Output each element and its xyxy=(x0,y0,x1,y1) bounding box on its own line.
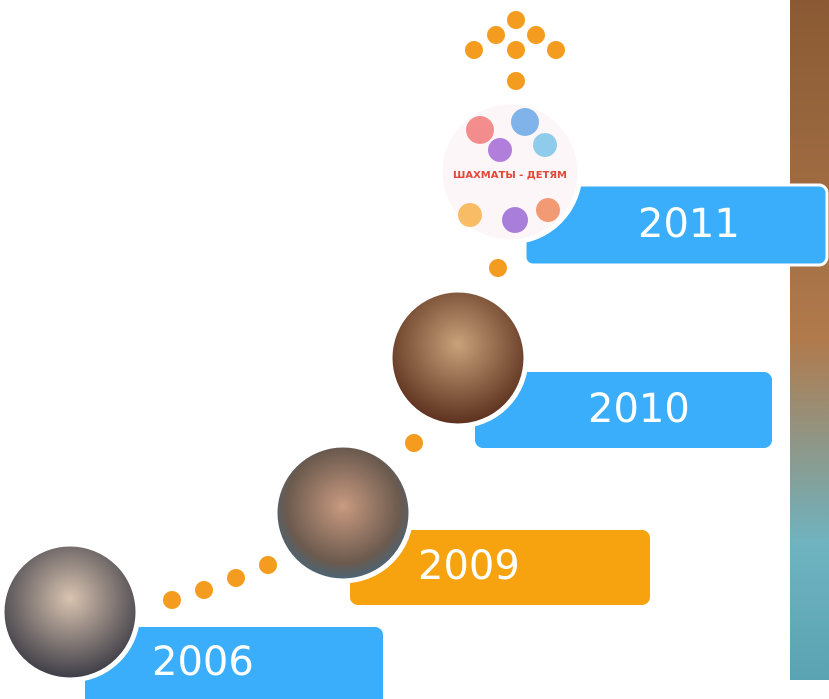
timeline-slide: ШАХМАТЫ - ДЕТЯМ 2011 2010 2009 2006 xyxy=(0,0,829,699)
background-photo xyxy=(790,0,829,680)
logo-title: ШАХМАТЫ - ДЕТЯМ xyxy=(453,170,567,181)
year-label: 2006 xyxy=(152,639,254,685)
person-photo xyxy=(275,445,411,581)
person-photo xyxy=(390,290,526,426)
year-label: 2009 xyxy=(418,543,520,589)
year-label: 2011 xyxy=(638,201,740,247)
person-photo xyxy=(2,544,138,680)
year-label: 2010 xyxy=(588,386,690,432)
